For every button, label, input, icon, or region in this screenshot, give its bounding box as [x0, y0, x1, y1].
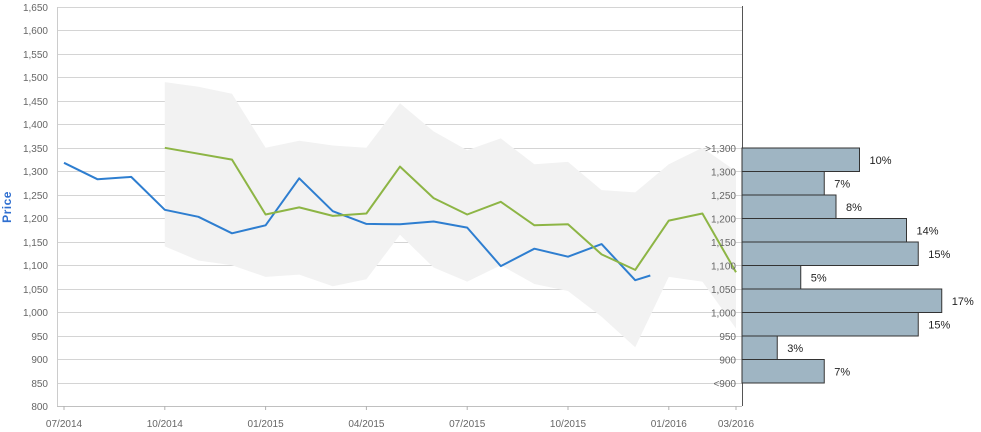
distribution-category-label: >1,300 [705, 144, 736, 155]
distribution-bar [741, 265, 802, 290]
y-axis-label: Price [0, 191, 14, 223]
x-tick-label: 10/2014 [147, 419, 184, 430]
distribution-bar-label: 15% [928, 249, 950, 261]
x-tick-label: 10/2015 [550, 419, 587, 430]
series-line-2 [164, 146, 737, 273]
distribution-category-label: 1,050 [711, 285, 736, 296]
distribution-bar [741, 288, 943, 313]
x-tick-label: 01/2016 [651, 419, 688, 430]
y-tick-label: 1,250 [23, 191, 48, 202]
y-tick-label: 1,550 [23, 50, 48, 61]
distribution-category-label: 1,000 [711, 309, 736, 320]
y-tick-label: 900 [31, 355, 48, 366]
distribution-bars: >1,300 1,300 1,250 1,200 1,150 1,100 1,050 1,00… [705, 144, 974, 390]
distribution-bar-label: 8% [846, 202, 862, 214]
x-tick-label: 07/2014 [46, 419, 83, 430]
distribution-category-label: 1,250 [711, 191, 736, 202]
distribution-bar [741, 147, 860, 172]
y-tick-label: 1,050 [23, 285, 48, 296]
price-range-band [164, 82, 737, 348]
distribution-bar-label: 15% [928, 319, 950, 331]
distribution-bar [741, 194, 837, 219]
distribution-bar-label: 3% [787, 343, 803, 355]
distribution-category-label: 900 [719, 356, 736, 367]
x-tick-label: 01/2015 [248, 419, 285, 430]
distribution-bar [741, 335, 778, 360]
distribution-bar-label: 17% [952, 296, 974, 308]
y-tick-label: 950 [31, 332, 48, 343]
distribution-category-label: 950 [719, 332, 736, 343]
y-tick-label: 1,450 [23, 97, 48, 108]
y-tick-label: 1,500 [23, 73, 48, 84]
distribution-bar [741, 312, 919, 337]
series-lines [63, 146, 737, 282]
distribution-bar [741, 359, 825, 384]
y-tick-label: 1,150 [23, 238, 48, 249]
distribution-category-label: 1,150 [711, 238, 736, 249]
distribution-bar [741, 218, 907, 243]
y-tick-label: 1,650 [23, 3, 48, 14]
distribution-category-label: 1,100 [711, 262, 736, 273]
y-tick-label: 850 [31, 379, 48, 390]
distribution-bar-label: 10% [870, 155, 892, 167]
y-tick-label: 1,100 [23, 261, 48, 272]
distribution-bar-label: 14% [917, 225, 939, 237]
x-tick-label: 07/2015 [449, 419, 486, 430]
distribution-category-label: <900 [713, 379, 736, 390]
y-tick-label: 1,000 [23, 308, 48, 319]
distribution-bar-label: 7% [834, 366, 850, 378]
distribution-bar-label: 5% [811, 272, 827, 284]
x-tick-label: 04/2015 [348, 419, 385, 430]
distribution-bar-label: 7% [834, 178, 850, 190]
series-line-1 [63, 161, 651, 282]
distribution-bar [741, 241, 919, 266]
y-tick-label: 1,400 [23, 120, 48, 131]
y-tick-label: 1,600 [23, 26, 48, 37]
y-tick-label: 1,200 [23, 214, 48, 225]
y-tick-label: 1,350 [23, 144, 48, 155]
y-tick-label: 800 [31, 402, 48, 413]
y-axis: 800 850 900 950 1,000 1,050 1,100 1,150 1,200 1,2… [23, 3, 58, 413]
distribution-category-label: 1,300 [711, 168, 736, 179]
y-tick-label: 1,300 [23, 167, 48, 178]
distribution-category-label: 1,200 [711, 215, 736, 226]
x-axis: 07/2014 10/2014 01/2015 04/2015 07/2015 10/20… [46, 406, 755, 430]
x-tick-label: 03/2016 [718, 419, 755, 430]
distribution-bar [741, 171, 825, 196]
